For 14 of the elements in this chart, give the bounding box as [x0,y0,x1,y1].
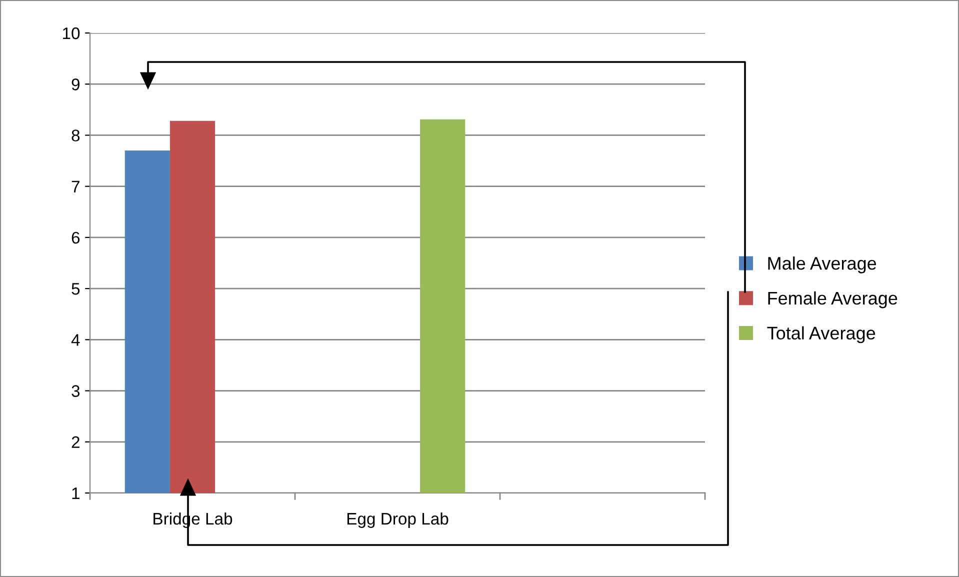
y-tick-label: 5 [72,283,80,295]
y-tick-label: 10 [63,27,80,40]
y-tick-label: 4 [71,334,80,346]
y-tick-label: 9 [72,78,80,90]
y-tick-label: 2 [72,436,80,448]
y-tick-label: 8 [72,130,80,142]
y-tick-label: 3 [72,385,80,397]
y-tick-label: 1 [72,488,80,500]
y-tick-label: 6 [72,232,80,244]
x-tick-label: Egg Drop Lab [347,512,448,528]
legend-label: Male Average [768,256,876,274]
legend-label: Total Average [767,326,876,344]
y-tick-label: 7 [72,180,80,192]
legend-label: Female Average [768,291,898,308]
